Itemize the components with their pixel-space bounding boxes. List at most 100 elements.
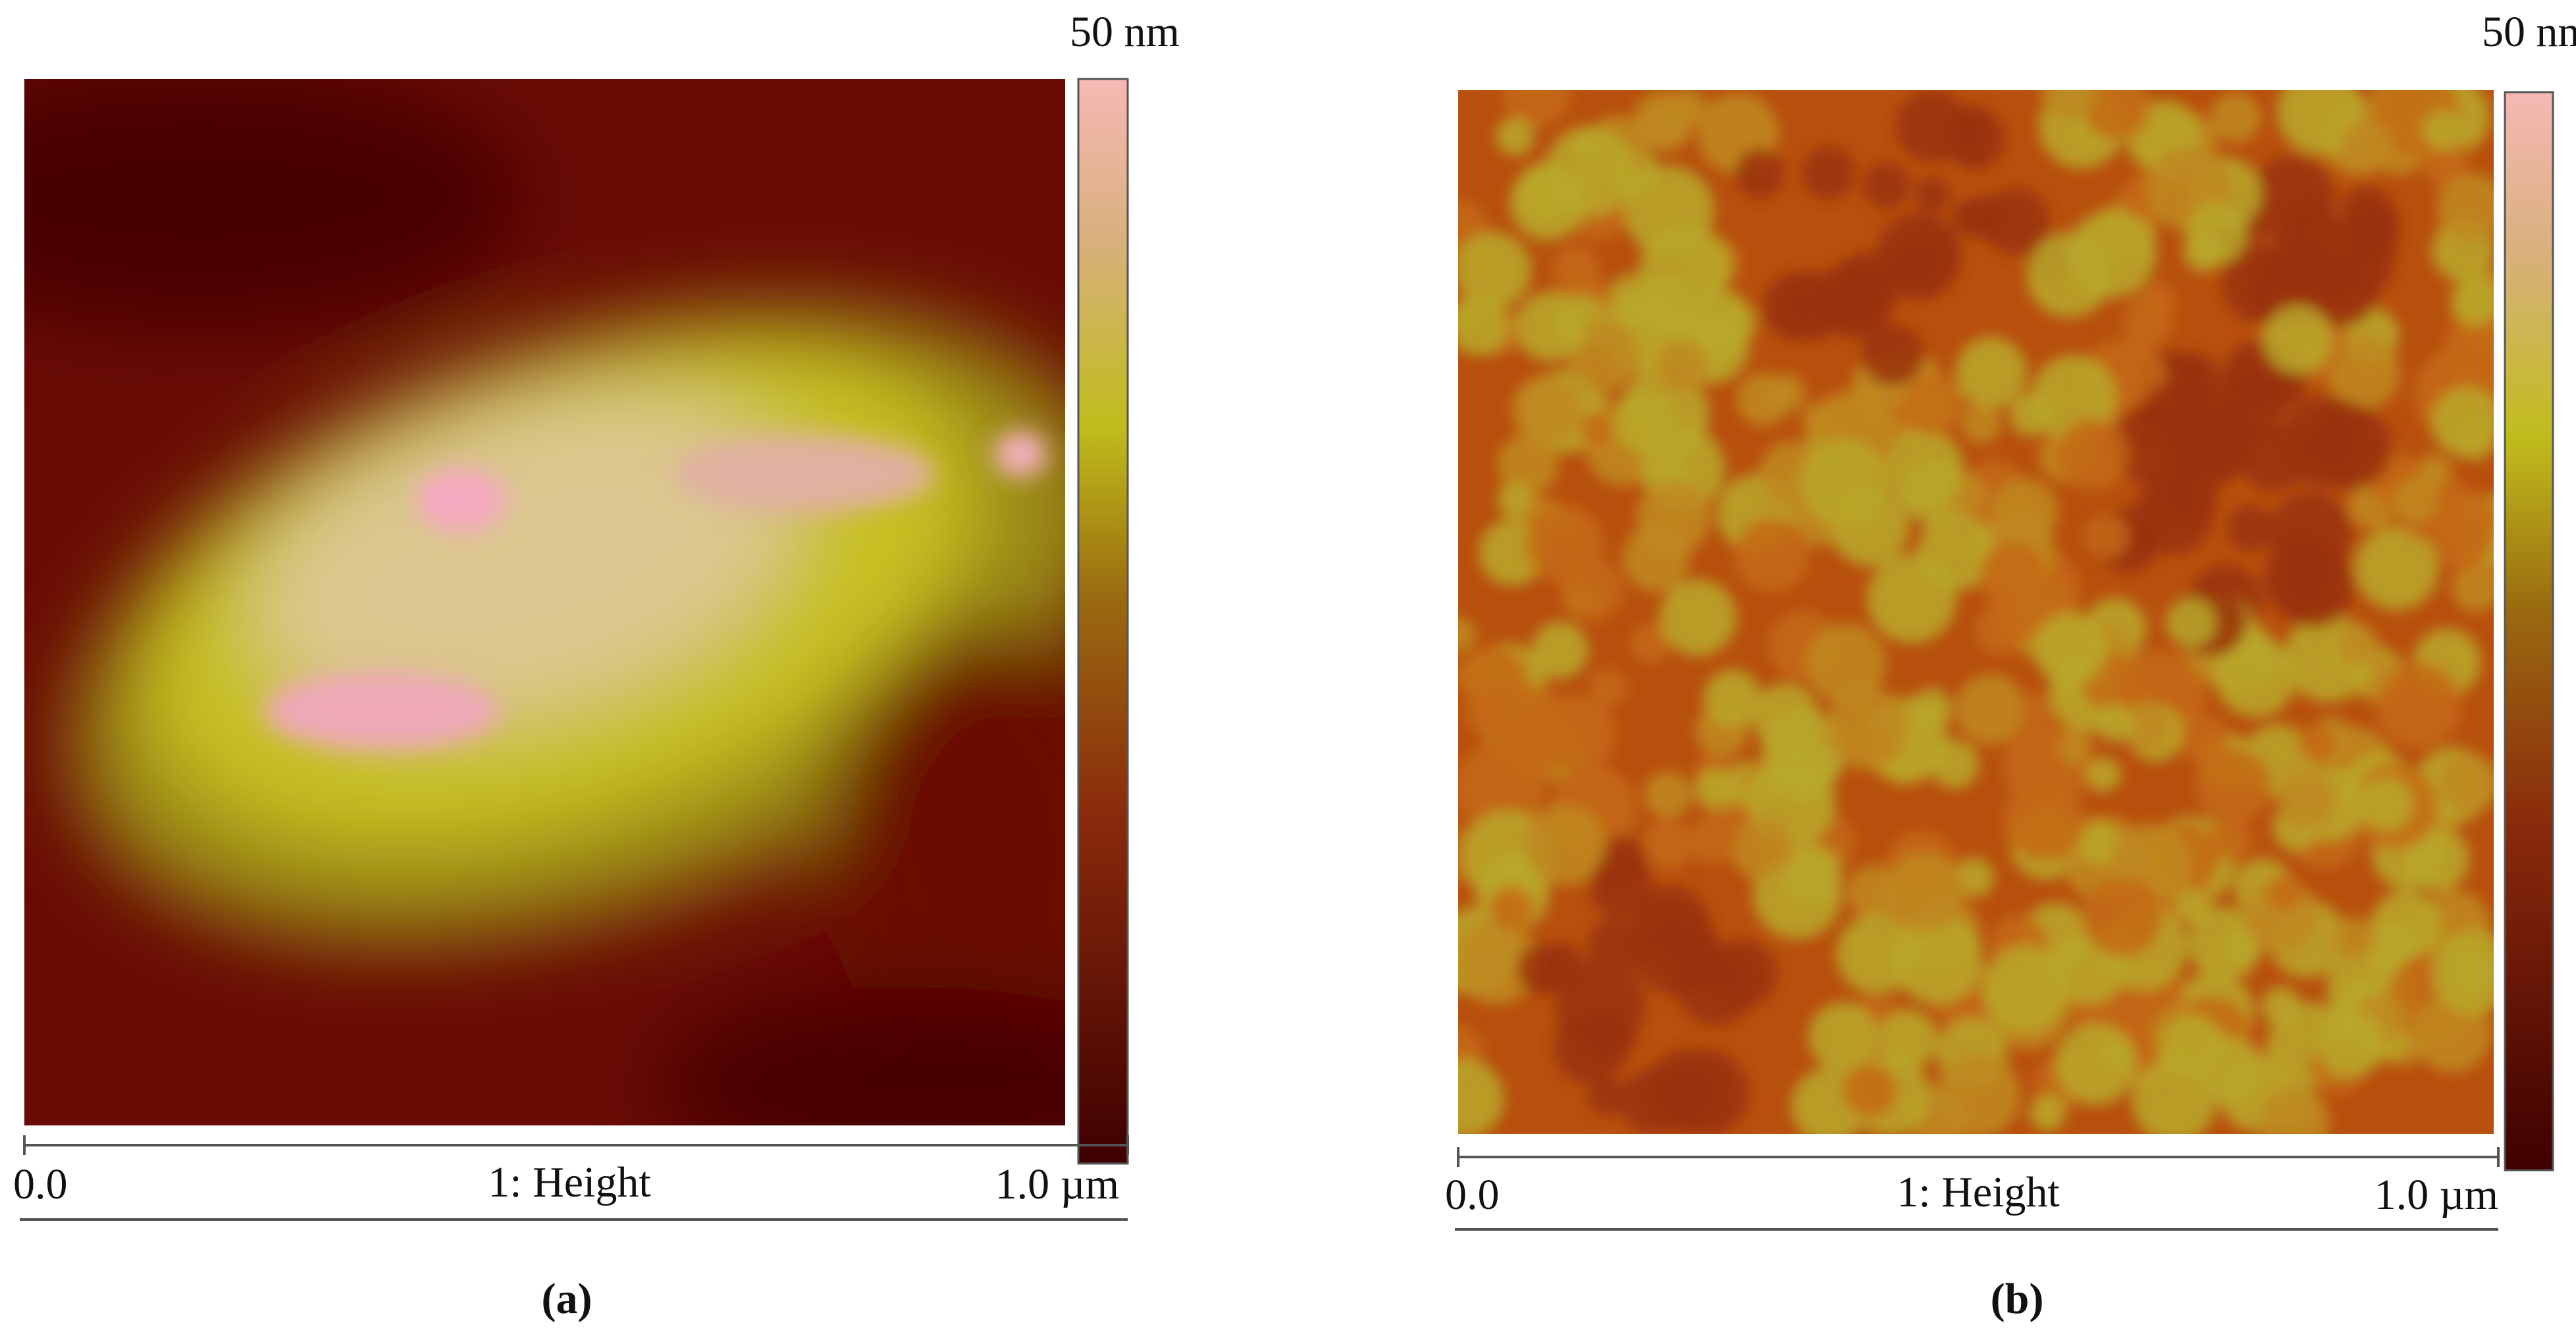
texture-grain	[1497, 482, 1535, 519]
texture-grain	[2336, 623, 2379, 666]
texture-grain	[1655, 338, 1709, 392]
texture-grain	[1502, 90, 1572, 127]
texture-grain	[2315, 1010, 2384, 1078]
texture-grain	[1709, 939, 1778, 1008]
texture-grain	[1734, 148, 1785, 199]
texture-grain	[1836, 913, 1917, 995]
panel-label: (b)	[1991, 1275, 2044, 1323]
afm-image-a	[24, 79, 1065, 1125]
texture-grain	[2166, 597, 2217, 648]
texture-grain	[2252, 239, 2343, 329]
texture-grain	[1891, 913, 1983, 1005]
texture-grain	[2442, 310, 2494, 394]
panel-label: (a)	[542, 1275, 592, 1323]
texture-grain	[1694, 768, 1737, 811]
texture-grain	[2305, 403, 2392, 490]
texture-grain	[2161, 1015, 2224, 1078]
texture-grain	[2186, 202, 2247, 264]
texture-grain	[1524, 804, 1606, 886]
texture-grain	[2297, 723, 2336, 763]
texture-grain	[1544, 126, 1636, 217]
texture-grain	[2240, 423, 2309, 492]
texture-grain	[2226, 504, 2274, 552]
texture-grain	[1511, 702, 1561, 752]
texture-grain	[2180, 715, 2230, 764]
texture-grain	[2440, 754, 2494, 814]
texture-grain	[2210, 818, 2253, 862]
texture-grain	[1802, 146, 1856, 200]
texture-grain	[1843, 1064, 1897, 1118]
axis-start-label: 0.0	[1445, 1171, 1500, 1219]
texture-grain	[1579, 411, 1614, 446]
texture-grain	[2418, 453, 2452, 487]
texture-grain	[2245, 880, 2319, 954]
texture-grain	[1517, 944, 1568, 995]
texture-grain	[1862, 162, 1910, 209]
texture-grain	[1631, 886, 1710, 964]
texture-grain	[2271, 544, 2355, 628]
texture-grain	[1768, 734, 1836, 804]
texture-grain	[1975, 604, 2026, 655]
texture-grain	[1636, 480, 1711, 555]
texture-grain	[1953, 131, 1989, 167]
texture-grain	[1876, 211, 1962, 298]
texture-grain	[1861, 323, 1924, 386]
texture-grain	[1458, 919, 1539, 1005]
texture-grain	[2029, 1094, 2066, 1131]
texture-grain	[2326, 336, 2400, 410]
texture-grain	[2054, 1023, 2137, 1106]
axis-end-label: 1.0 µm	[995, 1160, 1119, 1208]
texture-grain	[1531, 621, 1589, 679]
texture-grain	[1961, 403, 2002, 444]
texture-grain	[2342, 119, 2391, 168]
texture-grain	[2355, 526, 2439, 610]
texture-grain	[1587, 1077, 1627, 1116]
texture-grain	[1934, 1052, 2020, 1134]
texture-grain	[2394, 478, 2439, 523]
texture-grain	[2451, 277, 2494, 326]
texture-grain	[1552, 245, 1600, 293]
texture-grain	[2057, 730, 2093, 765]
texture-grain	[1703, 669, 1762, 727]
texture-grain	[2276, 770, 2336, 830]
texture-grain	[1734, 517, 1810, 593]
texture-grain	[1630, 623, 1670, 663]
texture-grain	[2018, 694, 2053, 728]
texture-grain	[1496, 117, 1535, 156]
scale-max-label: 50 nm	[2482, 8, 2576, 56]
texture-grain	[1458, 231, 1532, 309]
texture-grain	[1930, 740, 1980, 789]
texture-grain	[2437, 172, 2494, 243]
texture-grain	[1951, 199, 1989, 236]
texture-grain	[2435, 515, 2492, 571]
texture-grain	[1613, 391, 1674, 452]
texture-grain	[1826, 686, 1908, 770]
texture-grain	[1511, 374, 1581, 445]
texture-grain	[1644, 771, 1692, 819]
texture-grain	[2431, 386, 2494, 457]
texture-grain	[2260, 1087, 2330, 1134]
texture-grain	[2034, 612, 2107, 686]
texture-grain	[1808, 1002, 1879, 1073]
axis-start-label: 0.0	[13, 1160, 68, 1208]
axis-title: 1: Height	[488, 1158, 650, 1206]
texture-grain	[2222, 929, 2260, 966]
texture-grain	[1515, 291, 1586, 362]
texture-grain	[1816, 260, 1892, 335]
texture-grain	[1801, 438, 1889, 527]
afm-image-b	[1458, 90, 2494, 1134]
texture-grain	[1589, 668, 1627, 707]
texture-grain	[1730, 817, 1793, 880]
texture-grain	[1669, 90, 1706, 125]
texture-grain	[2358, 776, 2413, 831]
texture-grain	[2086, 757, 2121, 792]
texture-grain	[2332, 916, 2377, 962]
texture-grain	[2009, 393, 2053, 436]
texture-grain	[1955, 674, 2026, 745]
texture-grain	[1914, 176, 1951, 213]
texture-grain	[2056, 419, 2128, 491]
axis-title: 1: Height	[1897, 1168, 2059, 1216]
texture-grain	[1955, 336, 2027, 409]
texture-grain	[2336, 206, 2400, 269]
